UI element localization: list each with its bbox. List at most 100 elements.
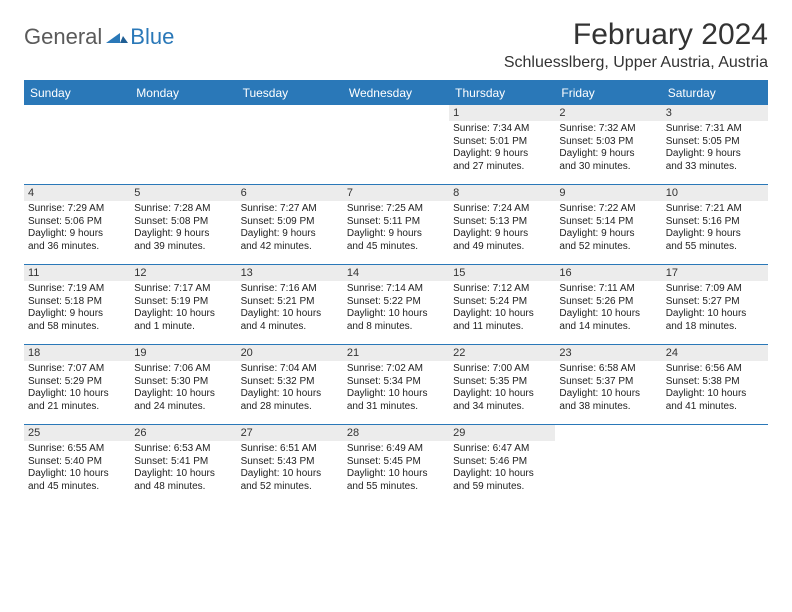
calendar-cell: 25Sunrise: 6:55 AMSunset: 5:40 PMDayligh… (24, 424, 130, 504)
page-title: February 2024 (504, 18, 768, 52)
calendar-cell: 23Sunrise: 6:58 AMSunset: 5:37 PMDayligh… (555, 344, 661, 424)
day-number: 27 (237, 425, 343, 441)
cell-body: Sunrise: 7:17 AMSunset: 5:19 PMDaylight:… (130, 281, 236, 337)
day-number: 21 (343, 345, 449, 361)
sunrise-text: Sunrise: 7:02 AM (347, 363, 445, 376)
calendar-cell: 2Sunrise: 7:32 AMSunset: 5:03 PMDaylight… (555, 104, 661, 184)
d1-text: Daylight: 10 hours (559, 308, 657, 321)
calendar-cell: 17Sunrise: 7:09 AMSunset: 5:27 PMDayligh… (662, 264, 768, 344)
day-number: 23 (555, 345, 661, 361)
day-number: 3 (662, 105, 768, 121)
d2-text: and 14 minutes. (559, 321, 657, 334)
d1-text: Daylight: 9 hours (453, 148, 551, 161)
cell-body: Sunrise: 7:19 AMSunset: 5:18 PMDaylight:… (24, 281, 130, 337)
day-number: 19 (130, 345, 236, 361)
day-number: 5 (130, 185, 236, 201)
d1-text: Daylight: 9 hours (241, 228, 339, 241)
d2-text: and 1 minute. (134, 321, 232, 334)
d2-text: and 18 minutes. (666, 321, 764, 334)
sunrise-text: Sunrise: 7:24 AM (453, 203, 551, 216)
d2-text: and 24 minutes. (134, 401, 232, 414)
sunrise-text: Sunrise: 7:25 AM (347, 203, 445, 216)
sunrise-text: Sunrise: 7:19 AM (28, 283, 126, 296)
day-number (662, 425, 768, 441)
day-number: 8 (449, 185, 555, 201)
sunset-text: Sunset: 5:45 PM (347, 456, 445, 469)
d1-text: Daylight: 10 hours (134, 388, 232, 401)
calendar-cell: 4Sunrise: 7:29 AMSunset: 5:06 PMDaylight… (24, 184, 130, 264)
sunrise-text: Sunrise: 6:49 AM (347, 443, 445, 456)
calendar-cell: 21Sunrise: 7:02 AMSunset: 5:34 PMDayligh… (343, 344, 449, 424)
day-number: 10 (662, 185, 768, 201)
day-number: 18 (24, 345, 130, 361)
d1-text: Daylight: 10 hours (453, 308, 551, 321)
sunset-text: Sunset: 5:30 PM (134, 376, 232, 389)
d2-text: and 58 minutes. (28, 321, 126, 334)
day-header: Saturday (662, 82, 768, 104)
day-number: 24 (662, 345, 768, 361)
sunrise-text: Sunrise: 7:09 AM (666, 283, 764, 296)
cell-body: Sunrise: 6:49 AMSunset: 5:45 PMDaylight:… (343, 441, 449, 497)
cell-body: Sunrise: 7:25 AMSunset: 5:11 PMDaylight:… (343, 201, 449, 257)
cell-body: Sunrise: 7:02 AMSunset: 5:34 PMDaylight:… (343, 361, 449, 417)
sunrise-text: Sunrise: 7:34 AM (453, 123, 551, 136)
day-number: 22 (449, 345, 555, 361)
day-number: 28 (343, 425, 449, 441)
d1-text: Daylight: 10 hours (453, 468, 551, 481)
calendar-cell: 12Sunrise: 7:17 AMSunset: 5:19 PMDayligh… (130, 264, 236, 344)
calendar-cell: 27Sunrise: 6:51 AMSunset: 5:43 PMDayligh… (237, 424, 343, 504)
cell-body: Sunrise: 6:51 AMSunset: 5:43 PMDaylight:… (237, 441, 343, 497)
sunset-text: Sunset: 5:22 PM (347, 296, 445, 309)
d1-text: Daylight: 9 hours (347, 228, 445, 241)
d2-text: and 39 minutes. (134, 241, 232, 254)
sunrise-text: Sunrise: 7:12 AM (453, 283, 551, 296)
day-number: 7 (343, 185, 449, 201)
sunset-text: Sunset: 5:24 PM (453, 296, 551, 309)
d2-text: and 21 minutes. (28, 401, 126, 414)
calendar-cell: 20Sunrise: 7:04 AMSunset: 5:32 PMDayligh… (237, 344, 343, 424)
calendar-cell: 10Sunrise: 7:21 AMSunset: 5:16 PMDayligh… (662, 184, 768, 264)
cell-body: Sunrise: 7:16 AMSunset: 5:21 PMDaylight:… (237, 281, 343, 337)
calendar-cell: 8Sunrise: 7:24 AMSunset: 5:13 PMDaylight… (449, 184, 555, 264)
calendar-cell: 13Sunrise: 7:16 AMSunset: 5:21 PMDayligh… (237, 264, 343, 344)
d2-text: and 49 minutes. (453, 241, 551, 254)
day-header: Wednesday (343, 82, 449, 104)
cell-body: Sunrise: 7:12 AMSunset: 5:24 PMDaylight:… (449, 281, 555, 337)
day-number: 26 (130, 425, 236, 441)
d1-text: Daylight: 9 hours (134, 228, 232, 241)
d1-text: Daylight: 10 hours (347, 468, 445, 481)
calendar-cell-blank (343, 104, 449, 184)
day-number: 4 (24, 185, 130, 201)
d1-text: Daylight: 9 hours (453, 228, 551, 241)
sunrise-text: Sunrise: 7:28 AM (134, 203, 232, 216)
sunset-text: Sunset: 5:32 PM (241, 376, 339, 389)
d1-text: Daylight: 10 hours (559, 388, 657, 401)
logo-mark-icon (106, 27, 128, 48)
sunrise-text: Sunrise: 7:17 AM (134, 283, 232, 296)
sunset-text: Sunset: 5:40 PM (28, 456, 126, 469)
day-number: 25 (24, 425, 130, 441)
sunset-text: Sunset: 5:16 PM (666, 216, 764, 229)
d2-text: and 59 minutes. (453, 481, 551, 494)
day-header: Friday (555, 82, 661, 104)
cell-body: Sunrise: 7:32 AMSunset: 5:03 PMDaylight:… (555, 121, 661, 177)
day-number: 1 (449, 105, 555, 121)
cell-body: Sunrise: 7:14 AMSunset: 5:22 PMDaylight:… (343, 281, 449, 337)
cell-body: Sunrise: 7:21 AMSunset: 5:16 PMDaylight:… (662, 201, 768, 257)
cell-body: Sunrise: 7:06 AMSunset: 5:30 PMDaylight:… (130, 361, 236, 417)
d2-text: and 48 minutes. (134, 481, 232, 494)
cell-body: Sunrise: 6:53 AMSunset: 5:41 PMDaylight:… (130, 441, 236, 497)
day-number: 11 (24, 265, 130, 281)
d1-text: Daylight: 10 hours (453, 388, 551, 401)
logo: General Blue (24, 24, 174, 50)
sunrise-text: Sunrise: 6:51 AM (241, 443, 339, 456)
d2-text: and 11 minutes. (453, 321, 551, 334)
cell-body: Sunrise: 7:22 AMSunset: 5:14 PMDaylight:… (555, 201, 661, 257)
day-header: Tuesday (237, 82, 343, 104)
cell-body: Sunrise: 7:04 AMSunset: 5:32 PMDaylight:… (237, 361, 343, 417)
sunset-text: Sunset: 5:43 PM (241, 456, 339, 469)
calendar-cell: 6Sunrise: 7:27 AMSunset: 5:09 PMDaylight… (237, 184, 343, 264)
sunset-text: Sunset: 5:03 PM (559, 136, 657, 149)
sunset-text: Sunset: 5:06 PM (28, 216, 126, 229)
sunset-text: Sunset: 5:26 PM (559, 296, 657, 309)
